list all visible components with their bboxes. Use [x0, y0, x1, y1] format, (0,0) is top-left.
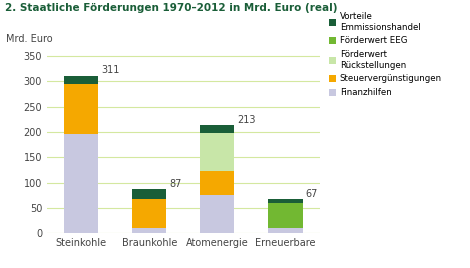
- Bar: [268, 203, 303, 228]
- Bar: [200, 171, 235, 195]
- Legend: Vorteile
Emmissionshandel, Förderwert EEG, Förderwert
Rückstellungen, Steuerverg: Vorteile Emmissionshandel, Förderwert EE…: [329, 12, 442, 97]
- Bar: [200, 125, 235, 133]
- Bar: [64, 135, 98, 233]
- Bar: [132, 228, 166, 233]
- Bar: [64, 76, 98, 84]
- Bar: [200, 195, 235, 233]
- Bar: [268, 199, 303, 203]
- Bar: [132, 189, 166, 199]
- Bar: [200, 133, 235, 171]
- Bar: [268, 228, 303, 233]
- Text: 2. Staatliche Förderungen 1970–2012 in Mrd. Euro (real): 2. Staatliche Förderungen 1970–2012 in M…: [5, 3, 337, 13]
- Bar: [132, 199, 166, 228]
- Text: Mrd. Euro: Mrd. Euro: [6, 34, 53, 44]
- Text: 213: 213: [237, 115, 256, 125]
- Bar: [64, 84, 98, 135]
- Text: 87: 87: [169, 178, 181, 189]
- Text: 311: 311: [101, 65, 119, 75]
- Text: 67: 67: [306, 189, 318, 199]
